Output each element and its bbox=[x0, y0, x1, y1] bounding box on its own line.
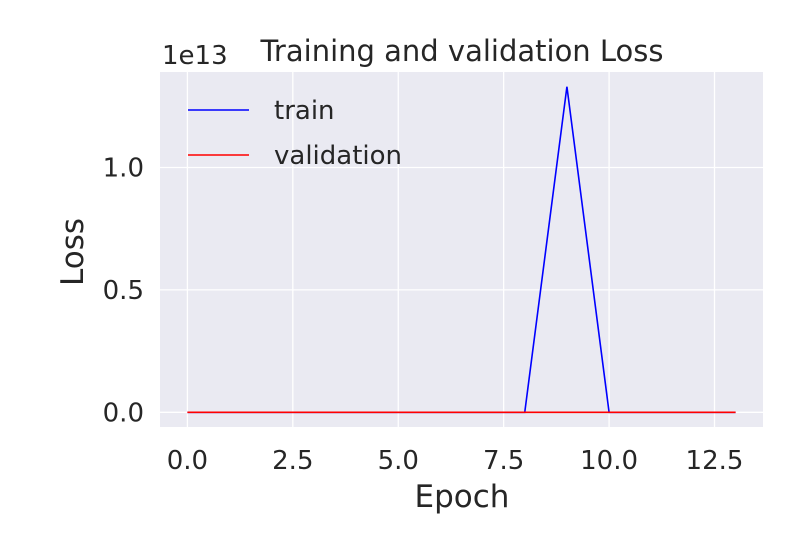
x-tick-label: 12.5 bbox=[686, 446, 744, 476]
y-tick-label: 0.0 bbox=[103, 398, 144, 428]
plot-background bbox=[160, 72, 763, 427]
series-layer bbox=[187, 86, 736, 414]
legend-label-train: train bbox=[274, 96, 335, 126]
x-tick-labels: 0.0 2.5 5.0 7.5 10.0 12.5 bbox=[167, 446, 744, 476]
x-tick-label: 5.0 bbox=[378, 446, 419, 476]
x-axis-label: Epoch bbox=[415, 479, 510, 515]
y-axis-label: Loss bbox=[55, 218, 91, 286]
x-tick-label: 7.5 bbox=[483, 446, 524, 476]
y-tick-labels: 0.0 0.5 1.0 bbox=[103, 153, 144, 428]
y-tick-label: 1.0 bbox=[103, 153, 144, 183]
x-tick-label: 0.0 bbox=[167, 446, 208, 476]
legend: train validation bbox=[188, 96, 402, 171]
x-tick-label: 10.0 bbox=[580, 446, 638, 476]
legend-label-validation: validation bbox=[274, 141, 402, 171]
x-tick-label: 2.5 bbox=[272, 446, 313, 476]
chart-title: Training and validation Loss bbox=[259, 34, 663, 68]
y-tick-label: 0.5 bbox=[103, 276, 144, 306]
y-offset-label: 1e13 bbox=[162, 41, 228, 71]
